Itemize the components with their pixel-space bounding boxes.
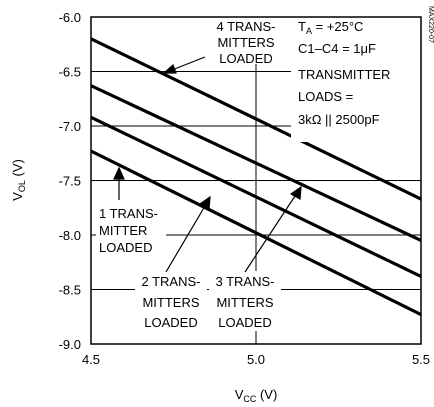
x-tick-label: 5.0 bbox=[247, 352, 265, 367]
conditions-box: TA = +25°C C1–C4 = 1μF TRANSMITTER LOADS… bbox=[291, 14, 421, 142]
annotation-3-line2: MITTERS bbox=[216, 295, 273, 310]
arrow-2-transmitters-line bbox=[165, 205, 206, 273]
annotation-2-line1: 2 TRANS- bbox=[142, 274, 201, 289]
annotation-1-line1: 1 TRANS- bbox=[99, 206, 158, 221]
x-tick-label: 5.5 bbox=[412, 352, 430, 367]
series-line-3 bbox=[90, 115, 422, 278]
y-tick-label: -8.5 bbox=[59, 283, 81, 298]
arrow-3-transmitters-head bbox=[289, 185, 302, 200]
annotation-4-line2: MITTERS bbox=[217, 35, 274, 50]
y-tick-label: -9.0 bbox=[59, 337, 81, 352]
annotation-2-line2: MITTERS bbox=[142, 295, 199, 310]
conditions-capacitors: C1–C4 = 1μF bbox=[298, 41, 376, 56]
annotation-1-line3: LOADED bbox=[99, 240, 152, 255]
annotation-arrows bbox=[113, 56, 302, 273]
annotation-4-line3: LOADED bbox=[219, 51, 272, 66]
arrow-1-transmitter-head bbox=[113, 166, 125, 180]
annotation-3-line3: LOADED bbox=[218, 315, 271, 330]
y-tick-label: -6.0 bbox=[59, 10, 81, 25]
series-line-2 bbox=[90, 84, 422, 242]
annotation-3-line1: 3 TRANS- bbox=[216, 274, 275, 289]
annotation-4-transmitters: 4 TRANS- MITTERS LOADED bbox=[205, 14, 287, 66]
conditions-ta: TA = +25°C bbox=[298, 19, 363, 36]
series-line-4 bbox=[90, 149, 422, 317]
y-axis-label: VOL (V) bbox=[10, 159, 27, 201]
annotation-2-transmitters: 2 TRANS- MITTERS LOADED bbox=[135, 271, 207, 331]
annotation-1-line2: MITTER bbox=[99, 223, 147, 238]
conditions-loads: LOADS = bbox=[298, 89, 353, 104]
x-axis-label: VCC (V) bbox=[235, 387, 278, 404]
annotation-1-transmitter: 1 TRANS- MITTER LOADED bbox=[96, 204, 166, 256]
y-tick-label: -7.5 bbox=[59, 174, 81, 189]
x-tick-label: 4.5 bbox=[82, 352, 100, 367]
y-tick-label: -8.0 bbox=[59, 228, 81, 243]
annotation-4-line1: 4 TRANS- bbox=[217, 19, 276, 34]
conditions-transmitter: TRANSMITTER bbox=[298, 67, 390, 82]
part-code: MAX220-07 bbox=[427, 6, 434, 43]
arrow-3-transmitters-line bbox=[244, 195, 296, 273]
arrow-4-transmitters-head bbox=[162, 63, 177, 74]
annotation-2-line3: LOADED bbox=[144, 315, 197, 330]
y-tick-labels: -6.0 -6.5 -7.0 -7.5 -8.0 -8.5 -9.0 bbox=[59, 10, 81, 352]
series-lines bbox=[90, 37, 422, 317]
conditions-load-value: 3kΩ || 2500pF bbox=[298, 112, 380, 127]
x-tick-labels: 4.5 5.0 5.5 bbox=[82, 352, 430, 367]
series-line-1 bbox=[90, 37, 422, 201]
arrow-4-transmitters-line bbox=[171, 56, 206, 71]
y-tick-label: -7.0 bbox=[59, 119, 81, 134]
arrow-2-transmitters-head bbox=[198, 195, 211, 210]
annotation-3-transmitters: 3 TRANS- MITTERS LOADED bbox=[209, 271, 281, 331]
y-tick-label: -6.5 bbox=[59, 65, 81, 80]
plot-frame bbox=[90, 16, 422, 345]
